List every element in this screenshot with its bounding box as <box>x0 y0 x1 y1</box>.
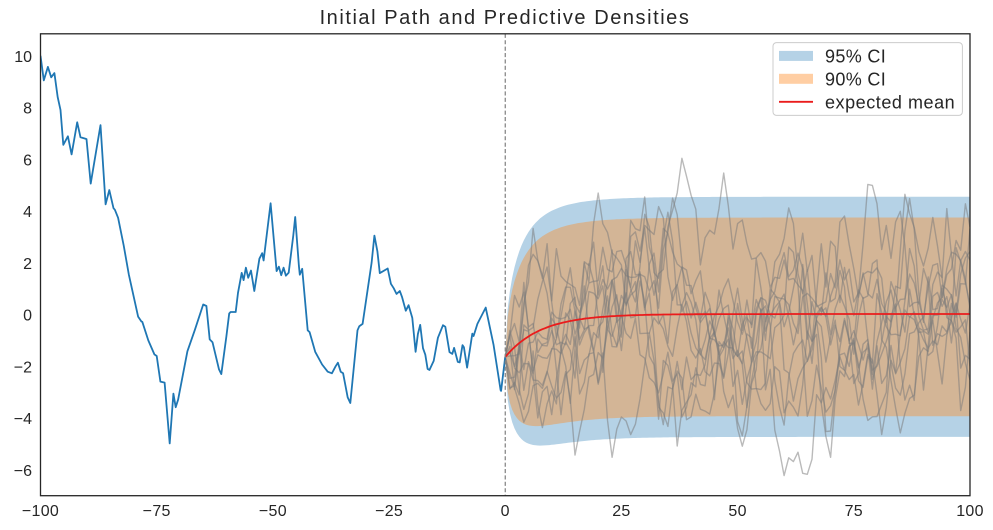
svg-text:−50: −50 <box>259 503 287 520</box>
svg-text:10: 10 <box>14 49 32 66</box>
svg-text:0: 0 <box>23 308 32 325</box>
svg-text:expected mean: expected mean <box>825 92 955 112</box>
svg-text:4: 4 <box>23 204 32 221</box>
svg-text:−4: −4 <box>14 411 32 428</box>
svg-text:90% CI: 90% CI <box>825 70 886 90</box>
svg-text:95% CI: 95% CI <box>825 47 886 67</box>
svg-text:50: 50 <box>728 503 746 520</box>
svg-text:Initial Path and Predictive De: Initial Path and Predictive Densities <box>320 7 691 29</box>
svg-text:−6: −6 <box>14 463 32 480</box>
svg-text:25: 25 <box>612 503 630 520</box>
svg-text:100: 100 <box>956 503 984 520</box>
svg-text:−2: −2 <box>14 359 32 376</box>
svg-text:−75: −75 <box>143 503 171 520</box>
svg-text:8: 8 <box>23 101 32 118</box>
svg-text:75: 75 <box>845 503 863 520</box>
svg-text:−25: −25 <box>375 503 403 520</box>
svg-text:6: 6 <box>23 152 32 169</box>
svg-text:2: 2 <box>23 256 32 273</box>
svg-text:−100: −100 <box>22 503 59 520</box>
svg-text:0: 0 <box>501 503 510 520</box>
